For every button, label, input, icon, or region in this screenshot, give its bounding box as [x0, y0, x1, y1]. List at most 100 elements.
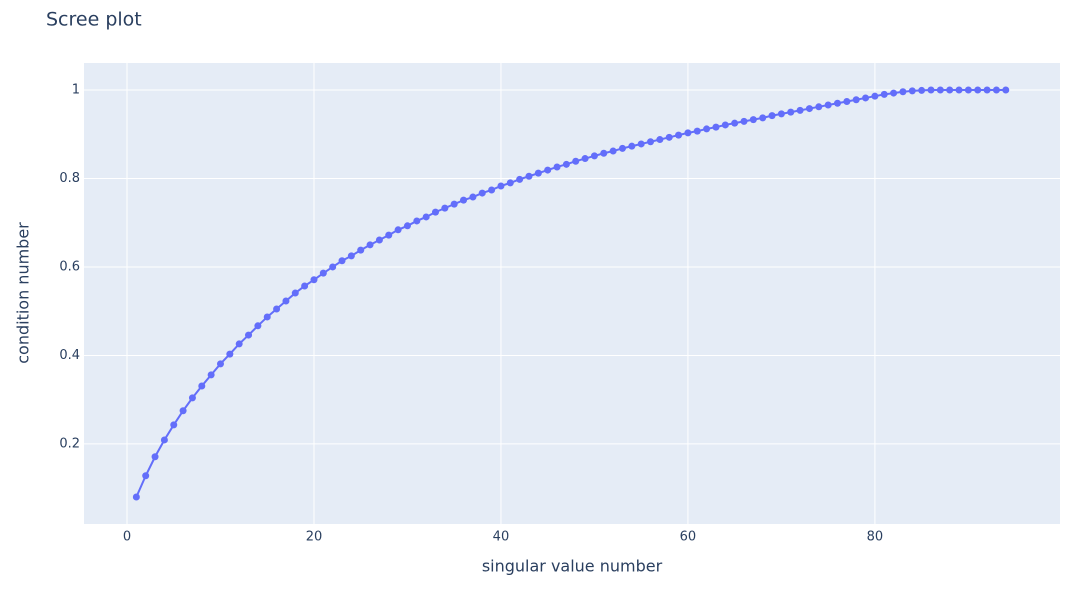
plot-area: [84, 63, 1060, 524]
x-tick-label: 20: [306, 530, 323, 545]
marker: [590, 152, 598, 160]
marker: [581, 155, 589, 163]
marker: [787, 108, 795, 116]
marker: [413, 217, 421, 225]
marker: [385, 231, 393, 239]
marker: [347, 252, 355, 260]
marker: [375, 236, 383, 244]
marker: [572, 157, 580, 165]
y-tick-label: 0.2: [59, 436, 80, 451]
marker: [263, 313, 271, 321]
marker: [245, 331, 253, 339]
marker: [516, 175, 524, 183]
marker: [609, 147, 617, 155]
marker: [198, 382, 206, 390]
marker: [329, 263, 337, 271]
marker: [834, 99, 842, 107]
marker: [936, 86, 944, 94]
x-tick-label: 80: [867, 530, 884, 545]
marker: [684, 129, 692, 137]
marker: [946, 86, 954, 94]
marker: [964, 86, 972, 94]
marker: [506, 179, 514, 187]
marker: [656, 136, 664, 144]
y-tick-label: 0.4: [59, 348, 80, 363]
marker: [805, 105, 813, 113]
x-tick-label: 60: [680, 530, 697, 545]
marker: [955, 86, 963, 94]
marker: [179, 407, 187, 415]
marker: [675, 131, 683, 139]
marker: [216, 360, 224, 368]
marker: [338, 257, 346, 265]
marker: [562, 160, 570, 168]
marker: [992, 86, 1000, 94]
marker: [188, 394, 196, 402]
marker: [983, 86, 991, 94]
marker: [497, 182, 505, 190]
marker: [226, 350, 234, 358]
marker: [525, 172, 533, 180]
marker: [824, 101, 832, 109]
marker: [553, 163, 561, 171]
y-tick-label: 1: [72, 82, 80, 97]
marker: [749, 116, 757, 124]
marker: [974, 86, 982, 94]
marker: [759, 114, 767, 122]
marker: [777, 110, 785, 118]
marker: [918, 86, 926, 94]
x-axis-title: singular value number: [482, 557, 663, 576]
marker: [815, 103, 823, 111]
marker: [534, 169, 542, 177]
marker: [862, 94, 870, 102]
marker: [450, 200, 458, 208]
marker: [310, 276, 318, 284]
marker: [628, 142, 636, 150]
marker: [469, 193, 477, 201]
marker: [899, 88, 907, 96]
chart-title: Scree plot: [46, 9, 142, 31]
marker: [441, 204, 449, 212]
marker: [544, 166, 552, 174]
x-tick-label: 0: [123, 530, 131, 545]
marker: [366, 241, 374, 249]
marker: [394, 226, 402, 234]
y-tick-label: 0.6: [59, 259, 80, 274]
marker: [207, 371, 215, 379]
marker: [647, 138, 655, 146]
marker: [740, 117, 748, 125]
marker: [871, 92, 879, 100]
marker: [731, 119, 739, 127]
marker: [319, 269, 327, 277]
y-axis-title: condition number: [14, 222, 33, 364]
marker: [703, 125, 711, 133]
marker: [843, 97, 851, 105]
marker: [768, 112, 776, 120]
marker: [151, 453, 159, 461]
marker: [301, 282, 309, 290]
marker: [432, 208, 440, 216]
marker: [132, 493, 140, 501]
marker: [618, 144, 626, 152]
marker: [927, 86, 935, 94]
marker: [880, 90, 888, 98]
marker: [478, 189, 486, 197]
marker: [637, 140, 645, 148]
marker: [403, 222, 411, 230]
marker: [908, 87, 916, 95]
marker: [273, 305, 281, 313]
marker: [890, 89, 898, 97]
y-tick-label: 0.8: [59, 171, 80, 186]
marker: [712, 123, 720, 131]
marker: [665, 133, 673, 141]
marker: [254, 322, 262, 330]
x-tick-label: 40: [493, 530, 510, 545]
marker: [357, 246, 365, 254]
marker: [422, 213, 430, 221]
marker: [235, 340, 243, 348]
marker: [1002, 86, 1010, 94]
marker: [721, 121, 729, 129]
marker: [282, 297, 290, 305]
marker: [488, 186, 496, 194]
